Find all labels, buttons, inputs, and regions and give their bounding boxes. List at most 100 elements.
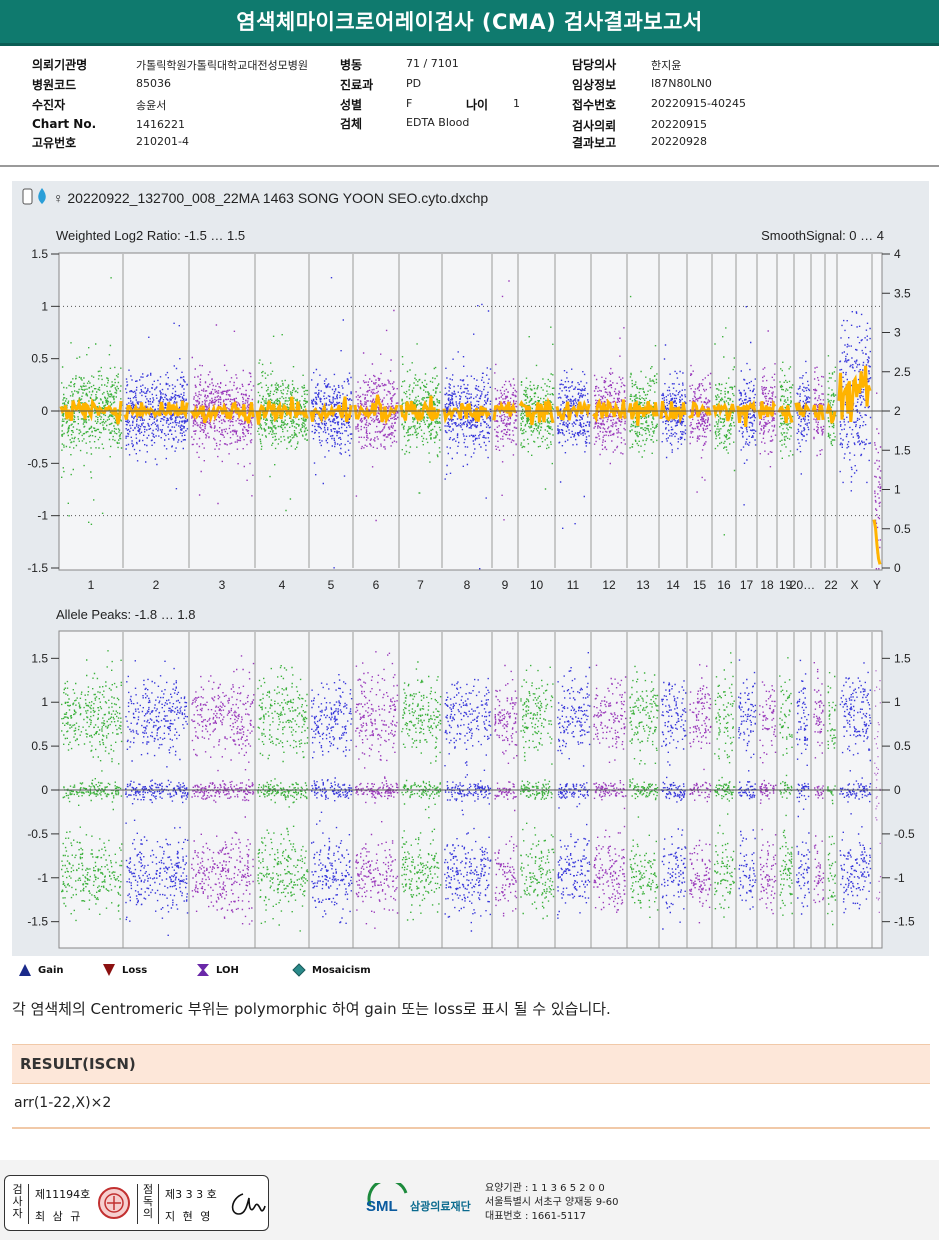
tick-label: -1 [37, 509, 48, 523]
cma-plot-svg: ♀ 20220922_132700_008_22MA 1463 SONG YOO… [22, 188, 915, 949]
smooth-signal-chr-12 [592, 397, 627, 424]
tick-label: 1 [41, 299, 48, 313]
chromosome-label: 7 [417, 578, 424, 592]
info-value: 20220915 [651, 118, 707, 131]
pin-icon [38, 188, 46, 204]
tick-label: -1.5 [27, 915, 48, 929]
allele-points-chr-12 [593, 664, 627, 913]
file-header: ♀ 20220922_132700_008_22MA 1463 SONG YOO… [22, 188, 488, 206]
log2-points-chr-23 [839, 311, 872, 492]
legend-item-gain: Gain [18, 963, 64, 977]
allele-points-chr-17 [738, 659, 757, 910]
top-axis-label: Weighted Log2 Ratio: -1.5 … 1.5 [56, 228, 245, 243]
tick-label: 0.5 [894, 522, 911, 536]
chromosome-label: 10 [530, 578, 544, 592]
signer1-license: 제11194호 [35, 1188, 91, 1201]
chromosome-label: 18 [760, 578, 774, 592]
chromosome-label: 9 [502, 578, 509, 592]
chromosome-label: 19 [779, 578, 793, 592]
info-label: 성별 [340, 98, 363, 112]
legend-item-loss: Loss [102, 963, 147, 977]
info-value: I87N80LN0 [651, 77, 712, 90]
legend-label: Gain [38, 965, 64, 976]
logo-text: SML [366, 1198, 398, 1215]
info-value: 송윤서 [136, 99, 167, 112]
info-label: 검체 [340, 117, 363, 131]
log2-points-chr-20 [796, 360, 811, 475]
chromosome-label: 4 [279, 578, 286, 592]
signer2-license: 제3 3 3 호 [165, 1188, 217, 1201]
tick-label: 0.5 [894, 739, 911, 753]
log2-points-chr-18 [759, 330, 777, 468]
allele-points-chr-11 [557, 652, 591, 919]
log2-points-chr-14 [661, 344, 687, 459]
info-value: 한지윤 [651, 59, 682, 72]
tick-label: 3 [894, 326, 901, 340]
legend-item-loh: LOH [196, 963, 239, 977]
age-label: 나이 [466, 98, 489, 112]
info-value: F [406, 97, 413, 110]
chromosome-label: 20… [790, 578, 815, 592]
log2-points-chr-7 [401, 343, 442, 494]
allele-points-chr-21 [813, 662, 825, 904]
report-title: 염색체마이크로어레이검사 (CMA) 검사결과보고서 [0, 0, 939, 46]
log2-points-chr-4 [257, 334, 309, 512]
allele-points-chr-13 [629, 665, 659, 918]
info-value: EDTA Blood [406, 116, 470, 129]
tick-label: 0 [41, 404, 48, 418]
smooth-signal-chr-21 [811, 403, 825, 421]
tick-label: 0 [894, 783, 901, 797]
tick-label: 1 [894, 483, 901, 497]
smooth-signal-chr-20 [794, 402, 811, 417]
tick-label: 3.5 [894, 286, 911, 300]
info-value: PD [406, 77, 422, 90]
info-label: 병원코드 [32, 78, 77, 92]
allele-points-chr-18 [759, 681, 777, 915]
chromosome-label: 16 [717, 578, 731, 592]
info-label: 진료과 [340, 78, 374, 92]
org-line: 대표번호 : 1661-5117 [485, 1211, 587, 1222]
tick-label: -0.5 [27, 827, 48, 841]
info-value: 20220928 [651, 135, 707, 148]
org-name: 삼광의료재단 [410, 1200, 471, 1213]
chromosome-label: 1 [88, 578, 95, 592]
tick-label: 1 [41, 695, 48, 709]
chromosome-label: 3 [219, 578, 226, 592]
chromosome-label: X [850, 578, 858, 592]
info-label: 수진자 [32, 98, 66, 112]
chromosome-label: 12 [602, 578, 616, 592]
allele-points-chr-2 [125, 660, 189, 936]
tick-label: 0 [41, 783, 48, 797]
log2-points-chr-6 [355, 309, 399, 522]
info-value: 210201-4 [136, 135, 189, 148]
smooth-signal-chr-23 [837, 365, 872, 423]
legend-item-mosaicism: Mosaicism [292, 963, 371, 977]
result-heading: RESULT(ISCN) [12, 1044, 930, 1084]
info-label: 고유번호 [32, 136, 77, 150]
chromosome-label: 13 [636, 578, 650, 592]
triangle-down-icon [102, 963, 116, 977]
log2-points-chr-12 [593, 327, 627, 465]
bottom-axis-label: Allele Peaks: -1.8 … 1.8 [56, 607, 195, 622]
grid-lines [59, 254, 882, 948]
legend-label: LOH [216, 965, 239, 976]
org-info: 요양기관 : 1 1 3 6 5 2 0 0 서울특별시 서초구 양재동 9-6… [485, 1182, 618, 1224]
signer2-name: 지 현 영 [165, 1210, 213, 1223]
file-title: ♀ 20220922_132700_008_22MA 1463 SONG YOO… [53, 190, 488, 206]
axes: 1.5 1 0.5 0 -0.5 -1 -1.5 4 3.5 3 2.5 2 1.5 1 0.5 0 1.5 1.… [27, 247, 915, 929]
hourglass-icon [196, 963, 210, 977]
divider [12, 1127, 930, 1129]
info-label: 결과보고 [572, 136, 617, 150]
smooth-signal-chr-19 [777, 405, 794, 424]
smooth-signal-chr-24 [872, 519, 882, 565]
allele-points-chr-22 [827, 672, 837, 926]
legend-label: Mosaicism [312, 965, 371, 976]
smooth-signal-chr-7 [399, 395, 441, 423]
chromosome-label: 17 [740, 578, 754, 592]
smooth-signal-chr-11 [555, 399, 591, 421]
allele-points-chr-19 [779, 657, 793, 916]
centromere-note: 각 염색체의 Centromeric 부위는 polymorphic 하여 ga… [12, 1000, 611, 1018]
